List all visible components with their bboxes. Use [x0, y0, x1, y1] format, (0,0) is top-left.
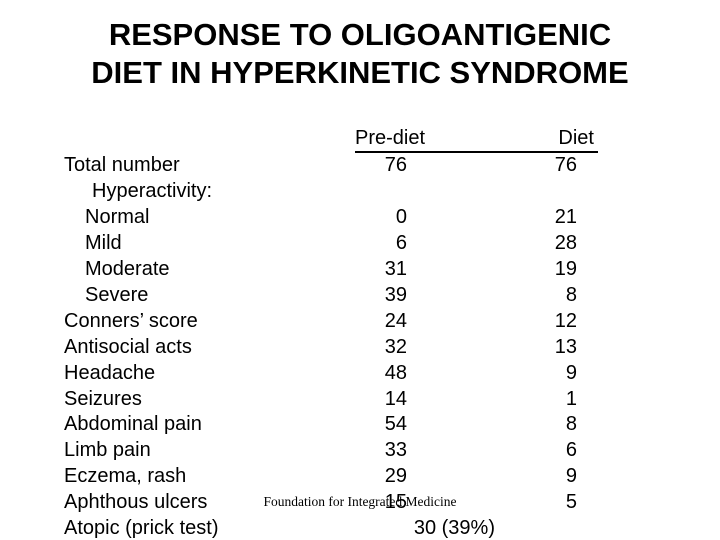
row-label: Abdominal pain: [64, 413, 202, 436]
row-label: Limb pain: [64, 439, 151, 462]
slide-title-line2: DIET IN HYPERKINETIC SYNDROME: [91, 55, 629, 90]
pre-diet-value: 15: [384, 491, 407, 514]
row-label: Antisocial acts: [64, 335, 192, 358]
slide-title-line1: RESPONSE TO OLIGOANTIGENIC: [108, 17, 612, 52]
pre-diet-value: 32: [384, 335, 407, 358]
table-row: Antisocial acts 32 13: [0, 334, 720, 360]
row-label: Aphthous ulcers: [64, 491, 208, 514]
diet-value: 8: [565, 413, 577, 436]
row-label: Total number: [64, 154, 180, 177]
pre-diet-value: 0: [395, 206, 407, 229]
diet-value: 8: [565, 283, 577, 306]
pre-diet-value: 30 (39%): [413, 517, 495, 539]
pre-diet-value: 54: [384, 413, 407, 436]
diet-value: 5: [565, 491, 577, 514]
table-column-headers: Pre-diet Diet: [355, 126, 598, 153]
diet-value: 6: [565, 439, 577, 462]
table-row: Severe 39 8: [0, 282, 720, 308]
diet-value: 13: [554, 335, 577, 358]
column-header-diet: Diet: [558, 127, 594, 149]
diet-value: 21: [554, 206, 577, 229]
pre-diet-value: 29: [384, 465, 407, 488]
table-row: Limb pain 33 6: [0, 437, 720, 463]
row-label: Moderate: [85, 258, 170, 280]
pre-diet-value: 6: [395, 232, 407, 255]
pre-diet-value: 24: [384, 309, 407, 332]
table-row: Mild 6 28: [0, 230, 720, 256]
slide-title: RESPONSE TO OLIGOANTIGENIC DIET IN HYPER…: [0, 16, 720, 92]
table-row: Eczema, rash 29 9: [0, 463, 720, 489]
table-row: Hyperactivity:: [0, 178, 720, 204]
pre-diet-value: 31: [384, 258, 407, 280]
row-label: Conners’ score: [64, 309, 198, 332]
table-row: Abdominal pain 54 8: [0, 411, 720, 437]
column-header-pre-diet: Pre-diet: [355, 127, 426, 149]
diet-value: 28: [554, 232, 577, 255]
table-row: Atopic (prick test) 30 (39%): [0, 515, 720, 540]
diet-value: 1: [565, 387, 577, 410]
table-row: Conners’ score 24 12: [0, 308, 720, 334]
table-row: Total number 76 76: [0, 152, 720, 178]
row-label: Headache: [64, 361, 156, 384]
row-label: Hyperactivity:: [92, 180, 213, 203]
diet-value: 76: [554, 154, 577, 177]
row-label: Mild: [85, 232, 122, 255]
pre-diet-value: 48: [384, 361, 407, 384]
pre-diet-value: 33: [384, 439, 407, 462]
table-row: Aphthous ulcers 15 5: [0, 489, 720, 515]
table-row: Seizures 14 1: [0, 386, 720, 412]
pre-diet-value: 39: [384, 283, 407, 306]
row-label: Severe: [85, 283, 149, 306]
diet-value: 12: [554, 309, 577, 332]
row-label: Eczema, rash: [64, 465, 187, 488]
table-row: Moderate 31 19: [0, 256, 720, 282]
pre-diet-value: 14: [384, 387, 407, 410]
table-row: Normal 0 21: [0, 204, 720, 230]
table-row: Headache 48 9: [0, 360, 720, 386]
pre-diet-value: 76: [384, 154, 407, 177]
diet-value: 19: [554, 258, 577, 280]
diet-value: 9: [565, 465, 577, 488]
row-label: Atopic (prick test): [64, 517, 219, 539]
footer-text: Foundation for Integrated Medicine: [263, 494, 457, 509]
row-label: Seizures: [64, 387, 142, 410]
row-label: Normal: [85, 206, 150, 229]
diet-value: 9: [565, 361, 577, 384]
